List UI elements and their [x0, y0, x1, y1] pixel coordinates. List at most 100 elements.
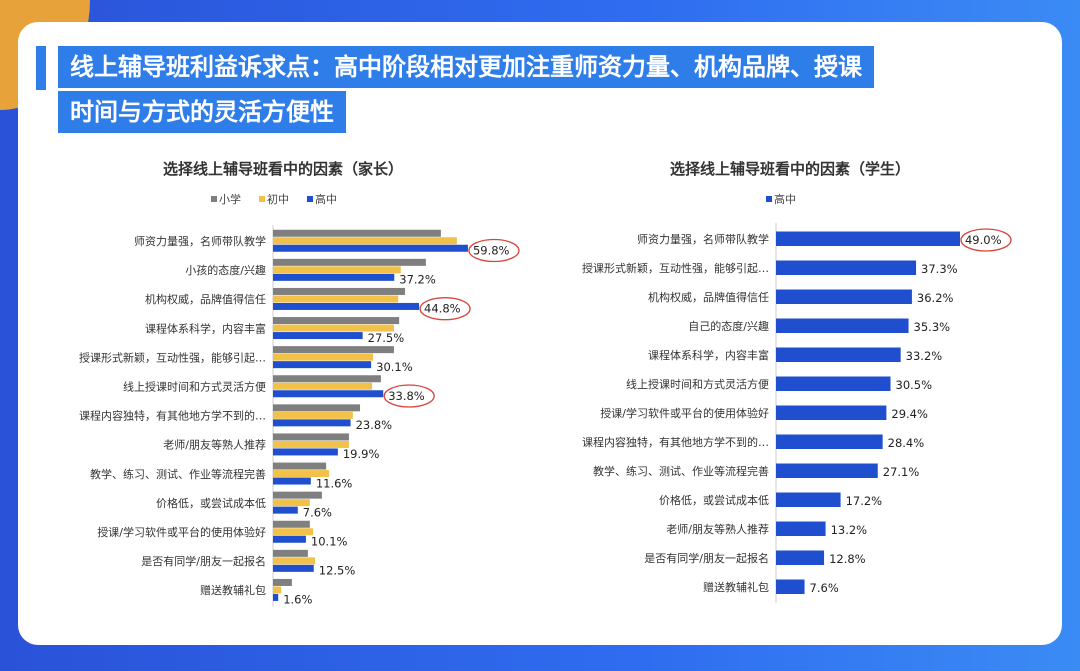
bar-小学 [273, 317, 400, 325]
category-label: 课程内容独特，有其他地方学不到的… [582, 435, 769, 449]
data-label: 36.2% [917, 291, 954, 305]
bar-初中 [273, 499, 310, 507]
category-label: 师资力量强，名师带队教学 [637, 232, 769, 246]
title-accent-bar [36, 46, 46, 90]
category-label: 是否有同学/朋友一起报名 [141, 554, 266, 568]
category-label: 自己的态度/兴趣 [688, 319, 769, 333]
category-label: 赠送教辅礼包 [703, 580, 769, 594]
data-label: 7.6% [810, 581, 839, 595]
legend-swatch [766, 196, 772, 202]
data-label: 7.6% [303, 505, 332, 519]
data-label: 23.8% [356, 418, 393, 432]
bar-初中 [273, 440, 349, 448]
bar-初中 [273, 586, 282, 594]
bar-高中 [273, 390, 384, 398]
chart-title: 选择线上辅导班看中的因素（学生） [670, 160, 910, 178]
bar-小学 [273, 375, 381, 383]
bar-高中 [273, 448, 338, 456]
bar-高中 [273, 506, 298, 514]
category-label: 赠送教辅礼包 [200, 583, 266, 597]
bar-小学 [273, 346, 394, 354]
data-label: 13.2% [831, 523, 868, 537]
category-label: 老师/朋友等熟人推荐 [163, 438, 266, 452]
bar-高中 [776, 260, 917, 275]
bar-高中 [776, 492, 841, 507]
category-label: 机构权威，品牌值得信任 [145, 292, 266, 306]
bar-初中 [273, 295, 399, 303]
data-label: 28.4% [888, 436, 925, 450]
data-label: 30.5% [896, 378, 933, 392]
data-label: 37.2% [399, 273, 436, 287]
category-label: 授课形式新颖，互动性强，能够引起… [79, 350, 266, 364]
category-label: 课程内容独特，有其他地方学不到的… [79, 409, 266, 423]
bar-初中 [273, 470, 330, 478]
bar-高中 [776, 521, 826, 536]
bar-高中 [273, 302, 420, 310]
bar-初中 [273, 353, 374, 361]
legend-swatch [259, 196, 265, 202]
bar-初中 [273, 237, 457, 245]
bar-高中 [776, 318, 909, 333]
bar-高中 [273, 361, 372, 369]
category-label: 教学、练习、测试、作业等流程完善 [593, 464, 769, 478]
bar-高中 [273, 273, 395, 281]
category-label: 课程体系科学，内容丰富 [648, 348, 769, 362]
bar-高中 [273, 419, 351, 427]
bar-高中 [273, 593, 279, 601]
data-label: 35.3% [914, 320, 951, 334]
page-title-line2: 时间与方式的灵活方便性 [58, 91, 346, 133]
category-label: 授课/学习软件或平台的使用体验好 [97, 525, 266, 539]
legend-label: 高中 [315, 192, 337, 206]
bar-小学 [273, 578, 292, 586]
bar-高中 [776, 579, 805, 594]
bar-高中 [776, 376, 891, 391]
data-label: 44.8% [424, 302, 461, 316]
data-label: 29.4% [891, 407, 928, 421]
category-label: 授课形式新颖，互动性强，能够引起… [582, 261, 769, 275]
bar-初中 [273, 266, 401, 274]
data-label: 11.6% [316, 476, 353, 490]
highlight-circle [419, 297, 471, 321]
bar-小学 [273, 520, 310, 528]
bar-高中 [776, 231, 960, 246]
bar-小学 [273, 491, 322, 499]
bar-小学 [273, 462, 327, 470]
bar-初中 [273, 411, 353, 419]
legend-label: 高中 [774, 192, 796, 206]
category-label: 线上授课时间和方式灵活方便 [123, 380, 266, 394]
data-label: 33.2% [906, 349, 943, 363]
bar-小学 [273, 258, 426, 266]
legend-label: 小学 [219, 192, 241, 206]
data-label: 27.1% [883, 465, 920, 479]
bar-小学 [273, 404, 361, 412]
chart-title: 选择线上辅导班看中的因素（家长） [163, 160, 403, 178]
bar-小学 [273, 229, 441, 237]
category-label: 老师/朋友等熟人推荐 [666, 522, 769, 536]
legend-label: 初中 [267, 192, 289, 206]
data-label: 12.5% [319, 564, 356, 578]
data-label: 19.9% [343, 447, 380, 461]
bar-高中 [776, 434, 883, 449]
bar-初中 [273, 528, 314, 536]
legend-swatch [211, 196, 217, 202]
bar-高中 [776, 550, 825, 565]
data-label: 37.3% [921, 262, 958, 276]
category-label: 是否有同学/朋友一起报名 [644, 551, 769, 565]
bar-高中 [273, 564, 314, 572]
bar-小学 [273, 549, 308, 557]
highlight-circle [960, 228, 1012, 252]
category-label: 机构权威，品牌值得信任 [648, 290, 769, 304]
bar-高中 [273, 477, 311, 485]
category-label: 授课/学习软件或平台的使用体验好 [600, 406, 769, 420]
category-label: 价格低，或尝试成本低 [659, 493, 769, 507]
category-label: 价格低，或尝试成本低 [156, 496, 266, 510]
data-label: 1.6% [283, 593, 312, 607]
data-label: 59.8% [473, 244, 510, 258]
bar-高中 [776, 463, 878, 478]
data-label: 33.8% [388, 389, 425, 403]
category-label: 小孩的态度/兴趣 [185, 263, 266, 277]
bar-初中 [273, 557, 316, 565]
category-label: 师资力量强，名师带队教学 [134, 234, 266, 248]
data-label: 17.2% [846, 494, 883, 508]
highlight-circle [468, 238, 520, 263]
